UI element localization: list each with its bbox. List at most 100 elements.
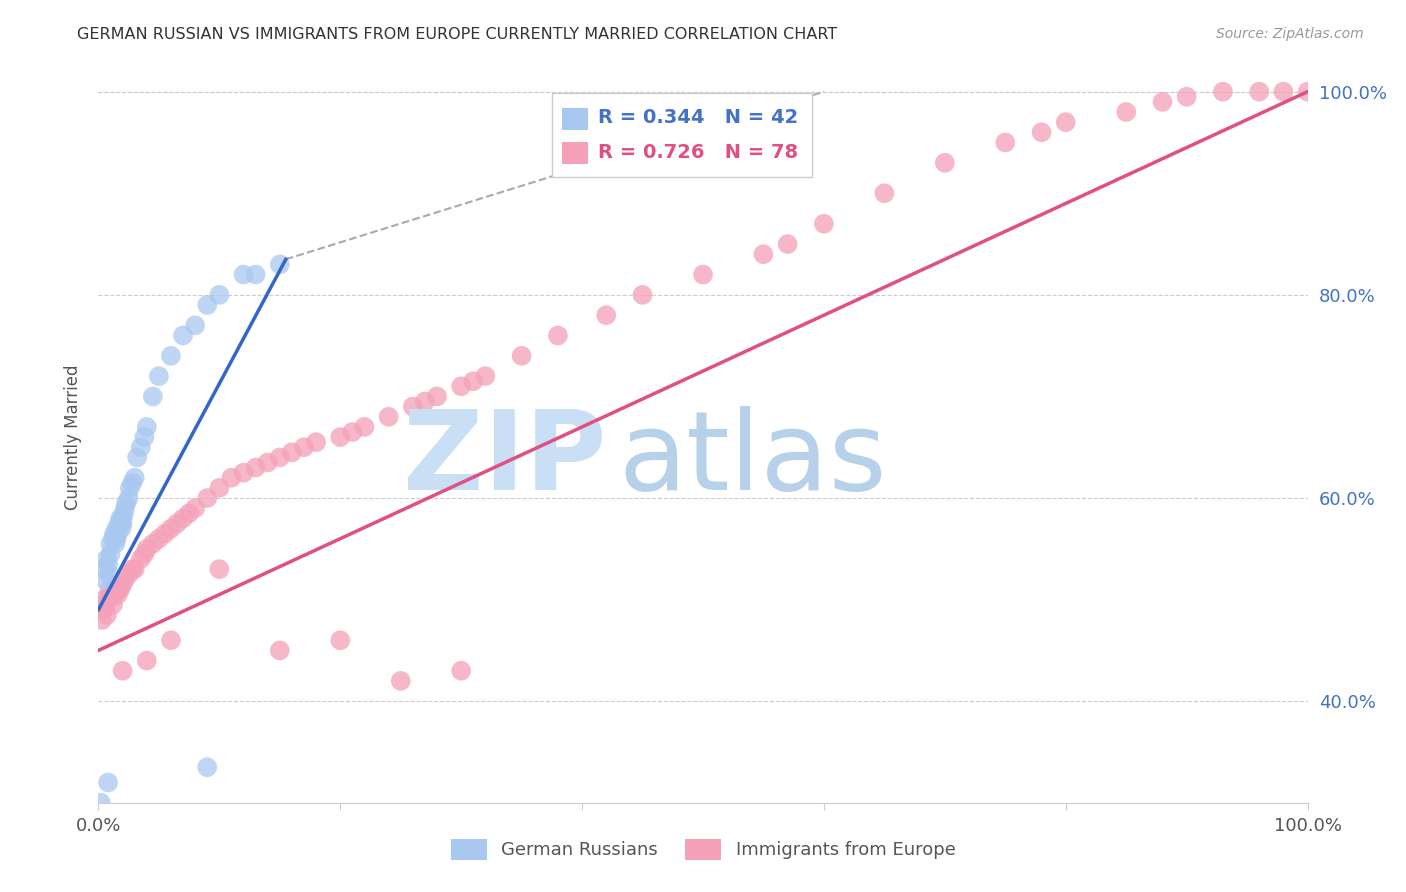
- Point: [450, 664, 472, 678]
- Point: [402, 400, 425, 414]
- Point: [510, 349, 533, 363]
- Point: [1175, 89, 1198, 103]
- Point: [97, 557, 120, 571]
- Y-axis label: Currently Married: Currently Married: [65, 364, 83, 510]
- Point: [269, 450, 291, 465]
- Point: [245, 460, 267, 475]
- Point: [105, 532, 128, 546]
- Point: [134, 547, 156, 561]
- Point: [121, 475, 143, 490]
- Point: [104, 582, 127, 597]
- Bar: [561, 108, 588, 130]
- Point: [111, 577, 134, 591]
- Point: [1031, 125, 1053, 139]
- Point: [111, 516, 134, 531]
- Point: [124, 471, 146, 485]
- Point: [93, 592, 115, 607]
- Point: [100, 547, 122, 561]
- Point: [208, 562, 231, 576]
- Text: atlas: atlas: [619, 406, 887, 513]
- Point: [195, 298, 218, 312]
- Point: [292, 440, 315, 454]
- Point: [100, 537, 122, 551]
- Legend: German Russians, Immigrants from Europe: German Russians, Immigrants from Europe: [450, 838, 956, 860]
- Point: [692, 268, 714, 282]
- Point: [994, 136, 1017, 150]
- Point: [107, 526, 129, 541]
- Point: [172, 511, 194, 525]
- Point: [813, 217, 835, 231]
- Point: [184, 501, 207, 516]
- Point: [142, 537, 165, 551]
- Point: [1152, 95, 1174, 109]
- Point: [426, 389, 449, 403]
- Point: [100, 588, 122, 602]
- Point: [129, 440, 152, 454]
- Point: [118, 491, 141, 505]
- Point: [110, 521, 132, 535]
- Point: [111, 664, 134, 678]
- Point: [179, 506, 201, 520]
- Point: [208, 481, 231, 495]
- Point: [118, 481, 141, 495]
- Point: [148, 369, 170, 384]
- Text: R = 0.726   N = 78: R = 0.726 N = 78: [598, 143, 799, 162]
- Point: [103, 588, 125, 602]
- Point: [108, 582, 131, 597]
- Point: [195, 491, 218, 505]
- Point: [94, 598, 117, 612]
- Text: R = 0.344   N = 42: R = 0.344 N = 42: [598, 108, 799, 127]
- Point: [166, 516, 188, 531]
- Point: [329, 633, 352, 648]
- Point: [752, 247, 775, 261]
- Point: [153, 526, 176, 541]
- Point: [108, 511, 131, 525]
- Point: [631, 288, 654, 302]
- Point: [91, 613, 114, 627]
- Point: [101, 532, 124, 546]
- Point: [124, 562, 146, 576]
- Bar: [561, 143, 588, 164]
- Point: [160, 521, 183, 535]
- Point: [91, 603, 114, 617]
- Point: [1054, 115, 1077, 129]
- Point: [1115, 105, 1137, 120]
- Point: [98, 567, 121, 582]
- Point: [129, 552, 152, 566]
- Point: [112, 506, 135, 520]
- Point: [121, 562, 143, 576]
- Point: [474, 369, 496, 384]
- Point: [1212, 85, 1234, 99]
- Point: [305, 435, 328, 450]
- Point: [90, 796, 112, 810]
- Point: [142, 389, 165, 403]
- Point: [103, 526, 125, 541]
- Point: [94, 562, 117, 576]
- Point: [97, 775, 120, 789]
- Point: [98, 582, 121, 597]
- Point: [195, 760, 218, 774]
- Point: [463, 374, 485, 388]
- Point: [873, 186, 896, 201]
- Point: [97, 592, 120, 607]
- Point: [111, 511, 134, 525]
- Text: GERMAN RUSSIAN VS IMMIGRANTS FROM EUROPE CURRENTLY MARRIED CORRELATION CHART: GERMAN RUSSIAN VS IMMIGRANTS FROM EUROPE…: [77, 27, 838, 42]
- Point: [160, 349, 183, 363]
- Point: [160, 633, 183, 648]
- Point: [101, 598, 124, 612]
- Point: [114, 501, 136, 516]
- Point: [105, 577, 128, 591]
- Text: Source: ZipAtlas.com: Source: ZipAtlas.com: [1216, 27, 1364, 41]
- Point: [595, 308, 617, 322]
- Point: [108, 516, 131, 531]
- Point: [269, 257, 291, 271]
- Text: ZIP: ZIP: [404, 406, 606, 513]
- Point: [281, 445, 304, 459]
- Point: [269, 643, 291, 657]
- Point: [127, 450, 149, 465]
- Point: [1296, 85, 1319, 99]
- Point: [114, 572, 136, 586]
- Point: [107, 588, 129, 602]
- Point: [105, 521, 128, 535]
- Point: [389, 673, 412, 688]
